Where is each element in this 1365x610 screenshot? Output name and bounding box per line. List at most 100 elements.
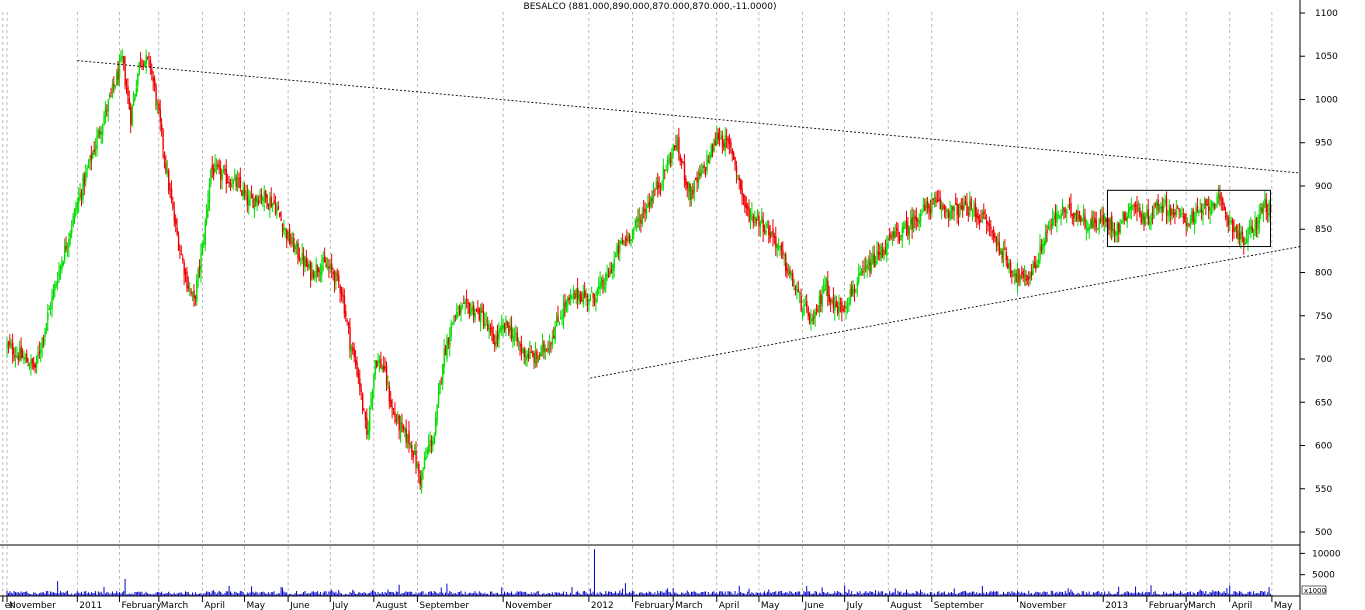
candle-body xyxy=(300,262,302,264)
candle xyxy=(260,187,263,205)
consolidation-box xyxy=(1106,189,1271,248)
candle xyxy=(1243,236,1245,255)
candle-body xyxy=(65,246,67,250)
candle xyxy=(838,294,840,320)
candle-body xyxy=(287,231,289,242)
candle-body xyxy=(510,326,513,339)
resistance-trendline xyxy=(77,60,1301,174)
candle xyxy=(728,133,731,155)
candle-body xyxy=(380,358,382,369)
candle-body xyxy=(92,152,94,158)
candle-body xyxy=(411,445,413,453)
candle xyxy=(571,294,573,300)
candle-body xyxy=(993,229,995,238)
candle-body xyxy=(361,393,364,411)
candle xyxy=(1185,213,1187,237)
candle-body xyxy=(641,212,644,225)
candle xyxy=(1036,259,1038,269)
candle-body xyxy=(269,197,271,210)
candle-body xyxy=(21,355,24,358)
candle xyxy=(1126,212,1128,228)
candle xyxy=(132,91,135,107)
candle xyxy=(884,239,887,255)
candle xyxy=(727,135,729,150)
candle xyxy=(114,84,117,90)
candle xyxy=(1163,198,1165,214)
candle xyxy=(956,197,958,224)
candle-body xyxy=(645,209,648,214)
candle xyxy=(696,171,698,192)
candle-body xyxy=(773,235,776,238)
candle-body xyxy=(568,297,570,300)
candle xyxy=(915,207,918,231)
candle xyxy=(730,138,732,154)
candle xyxy=(1255,216,1258,238)
candle-body xyxy=(385,365,388,386)
candle-body xyxy=(831,299,833,304)
candle xyxy=(893,226,895,242)
candle-body xyxy=(1253,233,1255,236)
candle-body xyxy=(232,179,235,184)
candle xyxy=(359,369,361,396)
candle-body xyxy=(412,450,414,458)
candle xyxy=(395,413,398,426)
candle-body xyxy=(121,55,124,59)
candle-body xyxy=(555,318,558,327)
time-tick-label: March xyxy=(1188,601,1215,610)
candle xyxy=(1070,193,1072,219)
candle-body xyxy=(1236,225,1238,239)
candle-body xyxy=(880,246,882,259)
candle-body xyxy=(141,61,143,63)
candle xyxy=(263,185,266,212)
candle-body xyxy=(1036,264,1038,268)
candle-body xyxy=(451,322,454,324)
candle xyxy=(246,184,249,213)
candle-body xyxy=(835,301,838,307)
candle xyxy=(142,60,145,71)
candle-body xyxy=(815,309,818,311)
candle-body xyxy=(943,205,946,210)
candle-body xyxy=(936,200,939,202)
candle xyxy=(877,242,880,261)
candle xyxy=(814,308,816,327)
candle xyxy=(241,189,243,197)
candle-body xyxy=(1160,206,1162,210)
candle xyxy=(343,288,346,319)
candle xyxy=(350,344,353,361)
candle-body xyxy=(517,343,520,345)
candle xyxy=(634,217,637,230)
candle xyxy=(26,349,28,363)
candle-body xyxy=(553,335,555,339)
candle xyxy=(682,161,684,165)
time-tick-label: 2011 xyxy=(79,601,102,610)
candle xyxy=(867,255,870,271)
candle xyxy=(1119,218,1121,236)
candle-body xyxy=(1209,207,1211,214)
candle xyxy=(411,440,413,461)
candle-body xyxy=(526,354,528,358)
candle-body xyxy=(1063,208,1065,213)
candle-body xyxy=(1143,215,1145,226)
candle xyxy=(1112,222,1114,238)
price-tick-label: 550 xyxy=(1315,485,1332,495)
candle-body xyxy=(537,356,540,362)
candle-body xyxy=(600,279,603,285)
candle xyxy=(120,50,122,63)
candle xyxy=(283,219,285,236)
time-tick-label: November xyxy=(1020,601,1067,610)
candle xyxy=(176,217,178,237)
candle-body xyxy=(1111,215,1113,232)
candle xyxy=(789,265,791,279)
candle xyxy=(1089,218,1092,229)
candle xyxy=(94,138,97,157)
candle-body xyxy=(959,202,961,216)
candle-body xyxy=(1151,214,1154,216)
candle-body xyxy=(648,201,651,207)
candle-body xyxy=(907,225,909,235)
candle xyxy=(530,345,533,354)
candle xyxy=(429,431,431,453)
candle xyxy=(603,277,606,293)
candle-body xyxy=(325,263,327,268)
candle-body xyxy=(14,355,17,359)
